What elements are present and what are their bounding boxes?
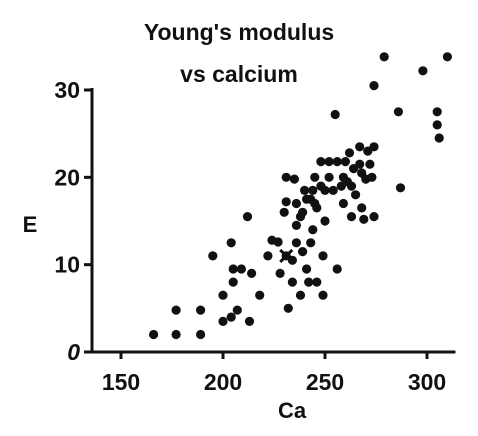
data-point — [318, 251, 328, 261]
y-tick-label: 30 — [54, 77, 80, 103]
data-point — [242, 212, 253, 222]
data-point — [287, 277, 297, 287]
x-axis-label: Ca — [278, 398, 307, 423]
y-tick-label: 10 — [54, 252, 80, 278]
cross-marker — [279, 248, 294, 263]
data-point — [320, 185, 330, 195]
x-tick-label: 150 — [102, 369, 140, 395]
data-point — [291, 220, 301, 230]
data-point — [244, 316, 255, 326]
data-point — [149, 329, 159, 340]
data-point — [308, 225, 318, 235]
data-point — [312, 277, 322, 287]
data-point — [171, 305, 181, 315]
data-point — [395, 183, 406, 193]
data-point — [273, 237, 283, 247]
data-point — [255, 290, 265, 300]
data-point — [208, 251, 218, 261]
data-point — [346, 212, 357, 222]
data-point — [346, 181, 357, 191]
data-point — [330, 109, 340, 120]
data-point — [351, 190, 361, 200]
x-tick-label: 200 — [204, 369, 242, 395]
data-point — [379, 52, 389, 62]
data-point — [300, 185, 310, 195]
data-point — [218, 316, 228, 326]
data-point — [340, 157, 350, 167]
data-point — [359, 214, 369, 224]
axes: 150 200 250 300 0 10 20 30 — [54, 77, 456, 395]
data-point — [171, 329, 181, 340]
data-point — [332, 264, 342, 274]
data-point — [306, 238, 316, 248]
data-point — [291, 238, 301, 248]
data-point — [432, 107, 442, 117]
data-point — [367, 172, 377, 182]
data-point — [344, 148, 355, 158]
data-point — [393, 107, 403, 117]
data-point — [369, 212, 379, 222]
data-point — [369, 81, 379, 91]
data-point — [226, 238, 236, 248]
data-point — [298, 207, 308, 217]
data-point — [295, 290, 306, 300]
data-points — [149, 52, 452, 340]
data-point — [318, 290, 328, 300]
data-point — [357, 203, 367, 213]
data-point — [369, 142, 379, 152]
data-point — [291, 198, 301, 209]
data-point — [332, 157, 342, 167]
data-point — [355, 159, 365, 169]
chart-title-line-1: Young's modulus — [144, 19, 334, 45]
data-point — [308, 185, 318, 195]
data-point — [310, 172, 320, 182]
data-point — [281, 197, 291, 207]
data-point — [324, 157, 334, 167]
data-point — [226, 312, 236, 322]
data-point — [312, 203, 322, 213]
data-point — [228, 277, 238, 287]
data-point — [218, 290, 228, 300]
x-tick-label: 250 — [306, 369, 344, 395]
data-point — [365, 159, 375, 169]
data-point — [263, 251, 273, 261]
data-point — [247, 268, 257, 278]
data-point — [320, 216, 330, 226]
data-point — [418, 66, 428, 76]
data-point — [442, 52, 452, 62]
data-point — [324, 172, 334, 182]
data-point — [232, 305, 242, 315]
data-point — [289, 174, 299, 184]
data-point — [196, 305, 206, 315]
data-point — [338, 198, 348, 209]
data-point — [281, 172, 291, 182]
chart-title: Young's modulus vs calcium — [144, 19, 334, 87]
data-point — [275, 268, 285, 278]
data-point — [304, 277, 314, 287]
y-tick-label: 20 — [54, 164, 80, 190]
y-axis-label: E — [23, 212, 38, 237]
data-point — [355, 142, 365, 152]
data-point — [283, 303, 293, 313]
data-point — [302, 264, 312, 274]
data-point — [434, 133, 444, 143]
data-point — [298, 247, 308, 257]
data-point — [228, 264, 238, 274]
y-tick-label: 0 — [67, 339, 80, 365]
data-point — [196, 329, 206, 340]
data-point — [432, 120, 442, 130]
chart-title-line-2: vs calcium — [180, 61, 298, 87]
x-tick-label: 300 — [408, 369, 446, 395]
data-point — [236, 264, 246, 274]
data-point — [279, 207, 289, 217]
data-point — [328, 185, 338, 195]
data-point — [316, 157, 326, 167]
